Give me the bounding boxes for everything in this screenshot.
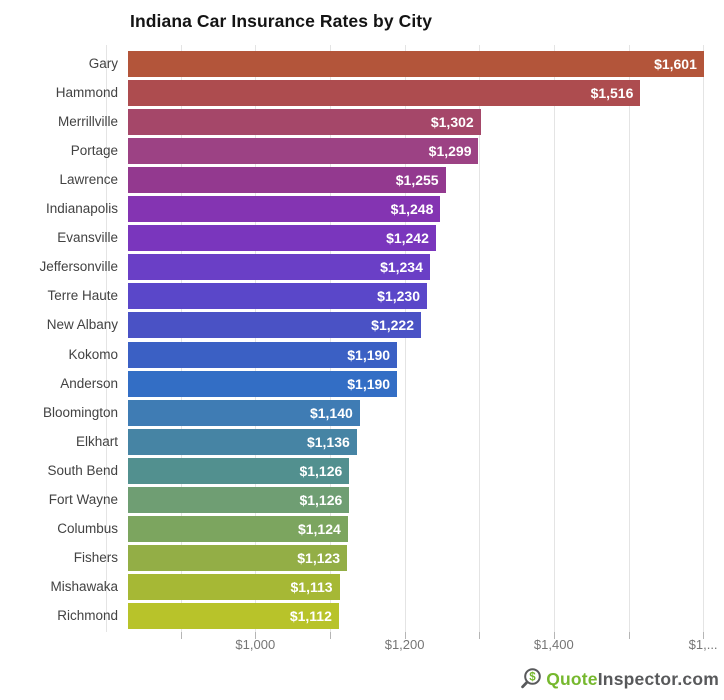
bar: $1,242 — [128, 225, 436, 252]
gridline — [255, 45, 257, 632]
axis-tick — [255, 632, 257, 639]
y-axis-line — [106, 45, 107, 632]
category-label: Lawrence — [59, 172, 118, 188]
bar: $1,190 — [128, 341, 398, 368]
bar: $1,516 — [128, 80, 641, 106]
bar-value-label: $1,112 — [289, 608, 332, 624]
category-label: Jeffersonville — [39, 259, 118, 275]
x-axis-labels: $1,000 $1,200 $1,400 $1,... — [106, 637, 724, 655]
bar-value-label: $1,140 — [309, 404, 353, 421]
bar: $1,112 — [128, 603, 339, 629]
x-tick-label: $1,400 — [533, 637, 574, 652]
bar: $1,601 — [128, 51, 704, 77]
bar: $1,113 — [128, 573, 340, 600]
bar-value-label: $1,222 — [371, 317, 414, 334]
category-label: Hammond — [55, 85, 118, 100]
bar: $1,302 — [128, 109, 481, 136]
bar-value-label: $1,126 — [299, 491, 343, 508]
axis-tick — [628, 632, 630, 639]
bar-value-label: $1,124 — [297, 520, 341, 537]
bar: $1,248 — [128, 196, 441, 223]
category-label: Richmond — [57, 608, 118, 623]
category-label: Evansville — [57, 230, 118, 246]
watermark: $ Quote Inspector.com — [519, 667, 719, 691]
category-label: Kokomo — [68, 346, 118, 362]
gridline — [553, 45, 555, 632]
bar-value-label: $1,302 — [430, 114, 474, 131]
gridline — [703, 45, 705, 632]
x-tick-label: $1,... — [688, 637, 718, 652]
category-label: Merrillville — [58, 114, 118, 130]
bar-value-label: $1,234 — [380, 259, 423, 276]
bar: $1,222 — [128, 312, 421, 339]
gridline — [329, 45, 331, 632]
bar: $1,230 — [128, 283, 427, 310]
bar: $1,190 — [128, 370, 398, 397]
x-tick-label: $1,200 — [384, 637, 425, 652]
bar-value-label: $1,190 — [347, 346, 391, 363]
category-label: Mishawaka — [50, 578, 118, 594]
gridline — [180, 45, 182, 632]
category-axis: Gary Hammond Merrillville Portage Lawrence In… — [0, 45, 118, 632]
category-label: South Bend — [47, 462, 118, 478]
bar: $1,255 — [128, 167, 446, 194]
bar-value-label: $1,190 — [347, 375, 391, 392]
bar: $1,140 — [128, 399, 360, 426]
category-label: Elkhart — [75, 433, 118, 449]
bar-value-label: $1,299 — [428, 143, 472, 160]
category-label: Fishers — [73, 549, 118, 565]
axis-tick — [479, 632, 481, 639]
category-label: Terre Haute — [47, 288, 118, 304]
bar: $1,124 — [128, 515, 348, 542]
gridline — [628, 45, 630, 632]
axis-tick — [703, 632, 705, 639]
category-label: Fort Wayne — [48, 491, 118, 507]
category-label: Gary — [88, 56, 118, 71]
axis-tick — [180, 632, 182, 639]
category-label: Indianapolis — [45, 201, 118, 217]
category-label: New Albany — [46, 317, 118, 333]
bar-value-label: $1,230 — [377, 288, 420, 305]
bar: $1,136 — [128, 428, 357, 455]
bar: $1,126 — [128, 486, 350, 513]
axis-tick — [404, 632, 406, 639]
bar-value-label: $1,516 — [590, 85, 634, 101]
gridline — [479, 45, 481, 632]
category-label: Portage — [70, 143, 118, 159]
axis-tick — [553, 632, 555, 639]
bar-value-label: $1,136 — [306, 433, 350, 450]
axis-tick — [329, 632, 331, 639]
brand-name-gray: Inspector.com — [597, 668, 719, 689]
dollar-magnifier-icon: $ — [521, 668, 541, 689]
category-label: Bloomington — [42, 404, 118, 420]
bar-value-label: $1,248 — [390, 201, 434, 218]
bar: $1,126 — [128, 457, 350, 484]
bar: $1,234 — [128, 254, 430, 281]
bar-value-label: $1,601 — [654, 56, 697, 72]
bar: $1,123 — [128, 544, 348, 571]
bar-value-label: $1,126 — [299, 462, 343, 479]
bar-value-label: $1,255 — [395, 172, 439, 189]
svg-text:$: $ — [529, 672, 536, 684]
bar-value-label: $1,123 — [297, 549, 341, 566]
gridline — [404, 45, 406, 632]
bar-value-label: $1,113 — [290, 578, 333, 595]
brand-name-green: Quote — [546, 668, 598, 689]
category-label: Anderson — [60, 375, 118, 391]
category-label: Columbus — [57, 520, 118, 536]
x-tick-label: $1,000 — [235, 637, 276, 652]
bar-value-label: $1,242 — [386, 230, 429, 247]
bar: $1,299 — [128, 138, 479, 165]
plot-area: $1,601 $1,516 $1,302 $1,299 $1,255 $1,248 $1,2… — [106, 45, 724, 639]
chart-title: Indiana Car Insurance Rates by City — [130, 11, 433, 31]
